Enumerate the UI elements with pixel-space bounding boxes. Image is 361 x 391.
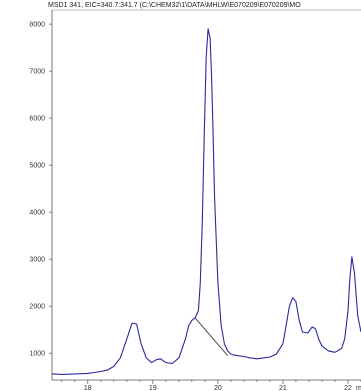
plot-area: 1000 2000 3000 4000 5000 6000 7000 8000 18 19 20 21… [29, 10, 361, 391]
x-unit-label: min [356, 385, 361, 391]
x-tick-label: 22 [344, 385, 352, 391]
x-tick-label: 19 [149, 385, 157, 391]
chart-header: MSD1 341, EIC=340.7:341.7 (C:\CHEM32\1\D… [48, 2, 301, 9]
y-tick-label: 3000 [29, 257, 45, 264]
x-tick-label: 20 [214, 385, 222, 391]
y-tick-label: 7000 [29, 69, 45, 76]
y-tick-label: 5000 [29, 163, 45, 170]
series-line-0 [52, 29, 361, 375]
y-tick-label: 2000 [29, 304, 45, 311]
x-tick-label: 21 [279, 385, 287, 391]
y-tick-label: 8000 [29, 22, 45, 29]
y-tick-label: 6000 [29, 116, 45, 123]
y-tick-label: 4000 [29, 210, 45, 217]
y-tick-label: 1000 [29, 351, 45, 358]
x-tick-label: 18 [84, 385, 92, 391]
